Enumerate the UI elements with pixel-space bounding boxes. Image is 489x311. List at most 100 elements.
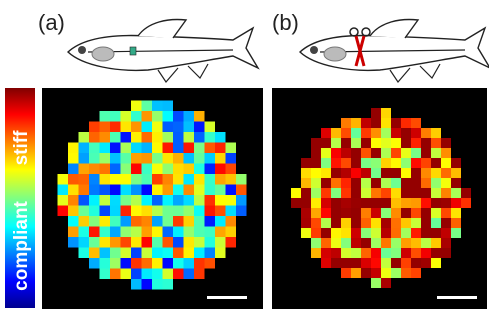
map-pixel (391, 138, 401, 148)
map-pixel (421, 238, 431, 248)
map-pixel (173, 258, 184, 269)
map-pixel (341, 148, 351, 158)
map-pixel (79, 164, 90, 175)
map-pixel (361, 168, 371, 178)
map-pixel (361, 128, 371, 138)
map-pixel (226, 227, 237, 238)
map-pixel (205, 216, 216, 227)
map-pixel (381, 248, 391, 258)
map-pixel (215, 153, 226, 164)
map-pixel (173, 143, 184, 154)
map-pixel (351, 208, 361, 218)
map-pixel (205, 195, 216, 206)
map-pixel (331, 178, 341, 188)
map-pixel (411, 248, 421, 258)
map-pixel (311, 228, 321, 238)
map-pixel (321, 198, 331, 208)
map-pixel (391, 238, 401, 248)
map-pixel (401, 148, 411, 158)
map-pixel (391, 258, 401, 268)
map-pixel (152, 174, 163, 185)
map-pixel (79, 248, 90, 259)
map-pixel (152, 132, 163, 143)
map-pixel (431, 158, 441, 168)
map-pixel (100, 195, 111, 206)
map-pixel (401, 238, 411, 248)
fish-illustration (300, 20, 489, 82)
map-pixel (421, 258, 431, 268)
map-pixel (301, 228, 311, 238)
map-pixel (451, 158, 461, 168)
map-pixel (421, 168, 431, 178)
map-pixel (100, 143, 111, 154)
map-pixel (131, 248, 142, 259)
map-pixel (411, 178, 421, 188)
map-pixel (341, 248, 351, 258)
map-pixel (236, 185, 247, 196)
map-pixel (142, 143, 153, 154)
map-pixel (371, 218, 381, 228)
map-pixel (421, 198, 431, 208)
map-pixel (331, 138, 341, 148)
map-pixel (205, 237, 216, 248)
map-pixel (451, 208, 461, 218)
map-pixel (361, 198, 371, 208)
map-pixel (441, 218, 451, 228)
map-pixel (371, 188, 381, 198)
map-pixel (391, 118, 401, 128)
map-pixel (401, 168, 411, 178)
map-pixel (121, 143, 132, 154)
map-pixel (411, 228, 421, 238)
map-pixel (381, 118, 391, 128)
map-pixel (131, 101, 142, 112)
map-pixel (152, 101, 163, 112)
map-pixel (441, 188, 451, 198)
map-pixel (79, 185, 90, 196)
map-pixel (351, 258, 361, 268)
map-pixel (205, 258, 216, 269)
map-pixel (58, 174, 69, 185)
map-pixel (351, 118, 361, 128)
map-pixel (371, 198, 381, 208)
map-pixel (411, 258, 421, 268)
map-pixel (451, 198, 461, 208)
map-pixel (341, 258, 351, 268)
scale-bar (437, 296, 477, 299)
map-pixel (89, 248, 100, 259)
map-pixel (89, 132, 100, 143)
map-pixel (341, 208, 351, 218)
map-pixel (100, 164, 111, 175)
map-pixel (152, 237, 163, 248)
map-pixel (68, 227, 79, 238)
map-pixel (341, 168, 351, 178)
map-pixel (321, 248, 331, 258)
map-pixel (163, 279, 174, 290)
map-pixel (311, 158, 321, 168)
map-pixel (89, 153, 100, 164)
map-pixel (351, 188, 361, 198)
map-pixel (341, 158, 351, 168)
map-pixel (401, 188, 411, 198)
map-pixel (236, 206, 247, 217)
map-pixel (89, 143, 100, 154)
map-pixel (351, 138, 361, 148)
map-pixel (163, 101, 174, 112)
map-pixel (173, 269, 184, 280)
map-pixel (311, 198, 321, 208)
map-pixel (371, 268, 381, 278)
map-pixel (152, 216, 163, 227)
map-pixel (381, 158, 391, 168)
map-pixel (215, 248, 226, 259)
map-pixel (121, 195, 132, 206)
map-pixel (331, 198, 341, 208)
map-pixel (351, 128, 361, 138)
map-pixel (152, 248, 163, 259)
map-pixel (226, 237, 237, 248)
map-pixel (173, 237, 184, 248)
map-pixel (68, 174, 79, 185)
map-pixel (163, 227, 174, 238)
map-pixel (131, 174, 142, 185)
map-pixel (421, 148, 431, 158)
map-pixel (131, 185, 142, 196)
map-pixel (142, 258, 153, 269)
